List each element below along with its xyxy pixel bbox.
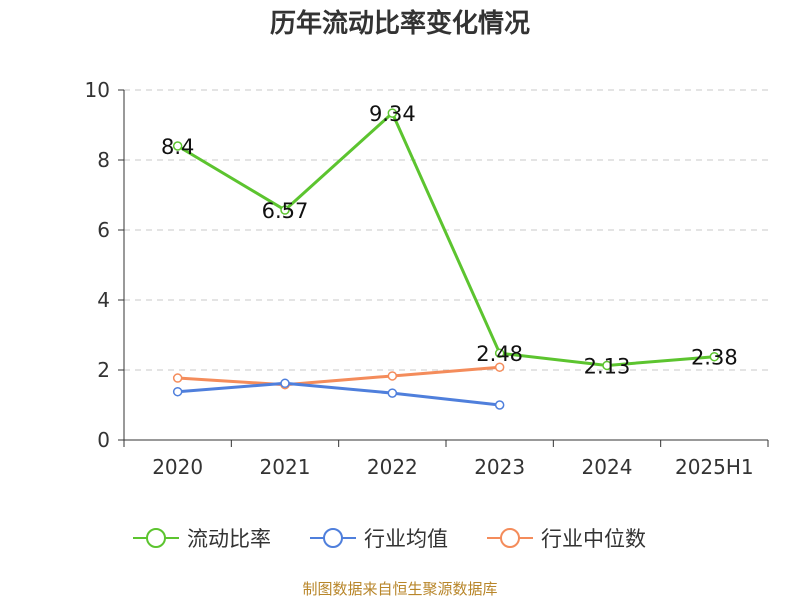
data-point bbox=[602, 360, 612, 371]
data-point bbox=[494, 400, 505, 410]
data-point bbox=[172, 373, 183, 383]
data-point bbox=[387, 388, 398, 398]
series-line bbox=[177, 365, 500, 387]
data-label: 2.38 bbox=[691, 346, 738, 370]
data-source-note: 制图数据来自恒生聚源数据库 bbox=[302, 580, 498, 598]
y-tick-label: 4 bbox=[97, 288, 110, 312]
legend-marker-industry-median bbox=[487, 528, 533, 548]
x-tick-label: 2022 bbox=[367, 455, 418, 479]
data-point bbox=[280, 205, 290, 215]
legend-label: 行业中位数 bbox=[541, 527, 646, 551]
data-point bbox=[494, 348, 505, 358]
legend-label: 流动比率 bbox=[187, 527, 271, 551]
legend-item-industry-median[interactable]: 行业中位数 bbox=[487, 518, 646, 558]
y-tick-label: 10 bbox=[85, 78, 110, 102]
chart-title: 历年流动比率变化情况 bbox=[269, 9, 530, 39]
data-label: 2.48 bbox=[476, 342, 523, 366]
data-point bbox=[387, 371, 398, 381]
y-tick-label: 0 bbox=[97, 428, 110, 452]
legend-marker-industry-average bbox=[310, 528, 356, 548]
data-point bbox=[280, 378, 290, 389]
data-point bbox=[709, 351, 720, 362]
legend-item-industry-average[interactable]: 行业均值 bbox=[310, 518, 448, 558]
data-label: 9.34 bbox=[369, 102, 416, 126]
data-label: 8.4 bbox=[161, 135, 194, 159]
x-tick-label: 2023 bbox=[474, 455, 525, 479]
data-point bbox=[387, 108, 398, 118]
legend-item-current-ratio[interactable]: 流动比率 bbox=[133, 518, 271, 558]
series-line bbox=[176, 111, 715, 367]
legend-marker-current-ratio bbox=[133, 528, 179, 548]
data-point bbox=[172, 386, 183, 397]
x-tick-label: 2024 bbox=[582, 455, 633, 479]
data-label: 6.57 bbox=[262, 199, 309, 223]
legend-label: 行业均值 bbox=[364, 527, 448, 551]
series-line bbox=[177, 381, 500, 407]
data-point bbox=[494, 362, 505, 372]
x-tick-label: 2020 bbox=[152, 455, 203, 479]
y-tick-label: 8 bbox=[97, 148, 110, 172]
y-tick-label: 6 bbox=[97, 218, 110, 242]
data-label: 2.13 bbox=[584, 354, 631, 378]
data-point bbox=[172, 141, 183, 151]
legend: 流动比率 行业均值 行业中位数 bbox=[0, 518, 800, 558]
x-tick-label: 2021 bbox=[260, 455, 311, 479]
x-tick-label: 2025H1 bbox=[675, 455, 754, 479]
y-tick-label: 2 bbox=[97, 358, 110, 382]
